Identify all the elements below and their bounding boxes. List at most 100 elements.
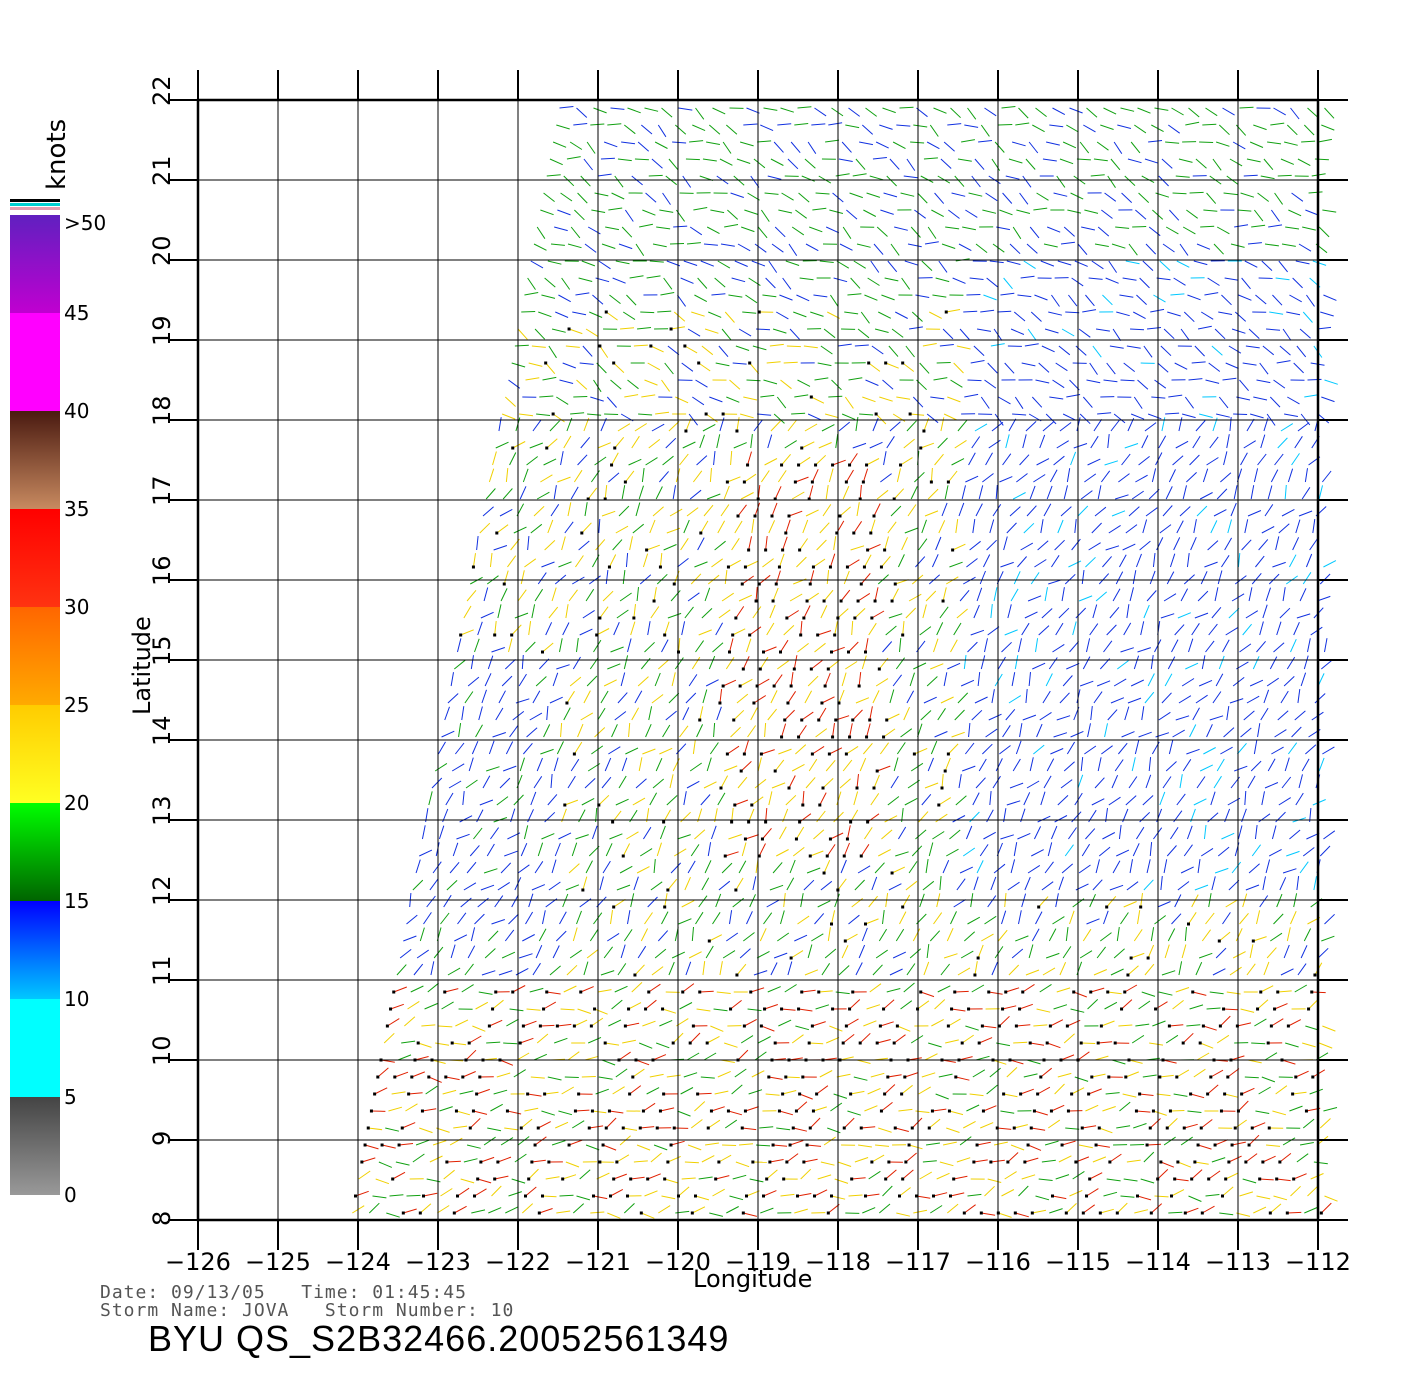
wind-barb <box>871 610 885 619</box>
wind-barb <box>941 243 956 249</box>
wind-barb <box>625 1022 640 1027</box>
wind-barb <box>428 791 433 806</box>
wind-barb <box>1222 107 1235 116</box>
wind-barb <box>869 983 882 993</box>
wind-barb <box>531 884 545 891</box>
wind-barb <box>1159 260 1171 271</box>
wind-barb <box>527 536 530 551</box>
wind-barb <box>896 1212 911 1217</box>
wind-barb <box>565 604 569 619</box>
wind-barb <box>707 842 712 857</box>
rain-flag <box>882 1007 886 1011</box>
rain-flag <box>354 1194 357 1198</box>
wind-barb <box>1005 434 1010 449</box>
wind-barb <box>525 641 536 653</box>
wind-barb <box>1320 311 1334 317</box>
wind-barb <box>425 1085 438 1095</box>
wind-barb <box>1186 1024 1201 1027</box>
wind-barb <box>867 1087 881 1095</box>
wind-barb <box>756 678 770 687</box>
wind-barb <box>1145 774 1152 789</box>
wind-barb <box>643 826 652 840</box>
wind-barb <box>1071 538 1081 551</box>
wind-barb <box>1110 697 1125 704</box>
wind-barb <box>609 294 621 304</box>
rain-flag <box>698 718 702 722</box>
wind-barb <box>1164 673 1173 687</box>
wind-barb <box>830 1102 843 1112</box>
wind-barb <box>936 362 951 364</box>
rain-flag <box>623 480 627 484</box>
wind-barb <box>956 345 971 350</box>
wind-barb <box>1267 141 1282 145</box>
wind-barb <box>622 1039 637 1044</box>
wind-barb <box>1291 192 1304 202</box>
wind-barb <box>1022 434 1027 449</box>
wind-barb <box>1184 396 1195 409</box>
rain-flag <box>738 684 742 688</box>
wind-barb <box>1088 1088 1102 1095</box>
wind-barb <box>1261 1076 1276 1083</box>
wind-barb <box>702 423 716 432</box>
wind-barb <box>1017 556 1027 568</box>
wind-barb <box>628 458 642 466</box>
wind-barb <box>682 707 690 721</box>
wind-barb <box>385 1127 400 1132</box>
wind-barb <box>1043 503 1052 517</box>
wind-barb <box>1111 1059 1126 1065</box>
wind-barb <box>646 544 660 551</box>
wind-barb <box>689 140 704 143</box>
wind-barb <box>540 209 554 216</box>
wind-barb <box>388 1106 403 1112</box>
rain-flag <box>844 480 848 484</box>
wind-barb <box>1171 1189 1185 1197</box>
wind-barb <box>989 519 995 534</box>
wind-barb <box>633 344 648 347</box>
wind-barb <box>1231 1141 1246 1146</box>
wind-barb <box>680 277 694 284</box>
wind-barb <box>1033 744 1045 755</box>
wind-barb <box>543 724 551 738</box>
wind-barb <box>666 795 678 806</box>
wind-barb <box>1223 727 1235 738</box>
wind-barb <box>825 139 840 143</box>
wind-barb <box>924 1053 938 1061</box>
wind-barb <box>1054 815 1068 823</box>
rain-flag <box>1176 1160 1180 1164</box>
wind-barb <box>1165 141 1180 144</box>
rain-flag <box>728 650 731 654</box>
wind-barb <box>1231 328 1246 334</box>
wind-barb <box>992 243 1005 253</box>
wind-barb <box>763 1190 777 1197</box>
wind-barb <box>661 911 669 925</box>
wind-barb <box>622 843 631 857</box>
wind-barb <box>1023 260 1036 270</box>
wind-barb <box>1312 799 1326 806</box>
wind-barb <box>872 157 887 160</box>
rain-flag <box>962 1211 966 1215</box>
wind-barb <box>1090 174 1105 177</box>
wind-barb <box>990 876 997 891</box>
wind-barb <box>981 1212 996 1216</box>
wind-barb <box>613 898 626 908</box>
wind-barb <box>1214 328 1226 340</box>
wind-barb <box>892 141 906 150</box>
wind-barb <box>1170 827 1179 840</box>
wind-barb <box>787 419 797 432</box>
wind-barb <box>1230 502 1237 517</box>
wind-barb <box>1008 418 1017 432</box>
wind-barb <box>584 778 596 789</box>
wind-barb <box>778 209 793 214</box>
wind-barb <box>1209 991 1224 995</box>
rain-flag <box>456 1194 459 1198</box>
rain-flag <box>980 1024 984 1028</box>
wind-barb <box>889 689 895 704</box>
wind-barb <box>624 124 636 135</box>
wind-barb <box>1090 435 1099 449</box>
wind-barb <box>537 572 547 585</box>
wind-barb <box>1035 638 1039 653</box>
wind-barb <box>653 587 657 602</box>
wind-barb <box>532 419 542 432</box>
wind-barb <box>965 209 978 218</box>
rain-flag <box>741 667 745 671</box>
